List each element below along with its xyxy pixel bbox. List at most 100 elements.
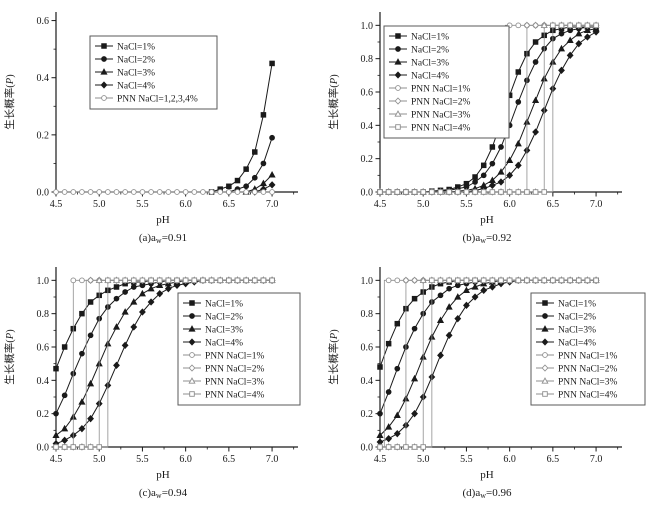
y-axis-label: 生长概率(P) (327, 74, 340, 130)
legend-entry: NaCl=1% (95, 43, 155, 53)
svg-text:0.8: 0.8 (37, 309, 50, 320)
legend-entry: NaCl=3% (183, 325, 243, 336)
series-nacl-1- (208, 60, 275, 195)
svg-text:6.0: 6.0 (503, 454, 515, 465)
legend-entry: PNN NaCl=3% (183, 377, 265, 388)
svg-text:0.4: 0.4 (361, 121, 374, 132)
legend-label: NaCl=4% (411, 72, 449, 82)
legend-label: PNN NaCl=3% (205, 378, 265, 388)
legend-label: NaCl=1% (117, 43, 155, 53)
series-pnn-nacl-4- (377, 277, 599, 450)
legend-label: NaCl=1% (411, 33, 449, 43)
legend-label: PNN NaCl=2% (558, 365, 618, 375)
x-axis-ticks: 4.5 5.0 5.5 6.0 6.5 7.0 (374, 192, 619, 210)
legend-entry: PNN NaCl=4% (183, 391, 265, 401)
svg-text:7.0: 7.0 (590, 454, 603, 465)
legend-label: NaCl=3% (558, 326, 596, 336)
chart-b: 4.5 5.0 5.5 6.0 6.5 7.0 0.0 0.2 0.4 0.6 0.8 1.0 pH 生长… (327, 12, 622, 245)
x-axis-label: pH (156, 469, 170, 481)
y-axis-ticks: 0.0 0.2 0.4 0.6 (37, 16, 56, 199)
chart-c: 4.5 5.0 5.5 6.0 6.5 7.0 0.0 0.2 0.4 0.6 0.8 1.0 pH 生长… (3, 267, 301, 500)
legend-label: PNN NaCl=1% (411, 85, 471, 95)
subplot-caption: (a)aw=0.91 (139, 232, 187, 245)
legend-label: NaCl=4% (558, 339, 596, 349)
legend-label: NaCl=1% (558, 300, 596, 310)
svg-text:7.0: 7.0 (266, 454, 279, 465)
legend-label: PNN NaCl=2% (205, 365, 265, 375)
svg-text:0.4: 0.4 (37, 73, 50, 84)
svg-text:5.0: 5.0 (93, 454, 106, 465)
legend-entry: PNN NaCl=4% (536, 391, 618, 401)
legend-label: NaCl=1% (205, 300, 243, 310)
svg-text:0.8: 0.8 (361, 54, 374, 65)
svg-text:0.2: 0.2 (37, 409, 50, 420)
svg-text:0.2: 0.2 (37, 130, 50, 141)
svg-text:7.0: 7.0 (266, 199, 279, 210)
svg-text:0.6: 0.6 (37, 343, 50, 354)
legend-entry: NaCl=2% (95, 56, 155, 66)
svg-text:5.5: 5.5 (136, 454, 149, 465)
svg-text:6.5: 6.5 (223, 199, 236, 210)
series-pnn-nacl-4- (53, 277, 275, 450)
legend-label: NaCl=3% (117, 69, 155, 79)
subplot-d: 4.5 5.0 5.5 6.0 6.5 7.0 0.0 0.2 0.4 0.6 0.8 1.0 pH 生长… (324, 255, 648, 509)
svg-text:6.0: 6.0 (179, 199, 192, 210)
x-axis-label: pH (480, 214, 494, 226)
series-pnn-nacl-1-2-3-4- (53, 189, 275, 195)
y-axis-label: 生长概率(P) (3, 329, 16, 385)
y-axis-label: 生长概率(P) (3, 74, 16, 130)
legend-label: NaCl=2% (411, 46, 449, 56)
legend-label: NaCl=2% (117, 56, 155, 66)
svg-text:7.0: 7.0 (590, 199, 603, 210)
svg-text:1.0: 1.0 (37, 276, 50, 287)
legend-label: PNN NaCl=3% (411, 111, 471, 121)
legend-entry: NaCl=3% (389, 58, 449, 69)
legend-label: NaCl=2% (558, 313, 596, 323)
legend-entry: NaCl=2% (536, 313, 596, 323)
svg-text:1.0: 1.0 (361, 21, 374, 32)
series-pnn-nacl-4- (377, 22, 599, 195)
subplot-c: 4.5 5.0 5.5 6.0 6.5 7.0 0.0 0.2 0.4 0.6 0.8 1.0 pH 生长… (0, 255, 324, 509)
legend-entry: PNN NaCl=1% (183, 352, 265, 362)
svg-text:1.0: 1.0 (361, 276, 374, 287)
y-axis-ticks: 0.0 0.2 0.4 0.6 0.8 1.0 (37, 276, 56, 454)
svg-text:6.5: 6.5 (547, 199, 560, 210)
legend-entry: NaCl=1% (183, 300, 243, 310)
svg-text:6.0: 6.0 (503, 199, 515, 210)
legend-label: NaCl=4% (205, 339, 243, 349)
legend-label: NaCl=4% (117, 82, 155, 92)
svg-text:4.5: 4.5 (374, 199, 387, 210)
svg-text:4.5: 4.5 (50, 199, 63, 210)
x-axis-label: pH (480, 469, 494, 481)
legend-entry: PNN NaCl=1% (536, 352, 618, 362)
chart-d: 4.5 5.0 5.5 6.0 6.5 7.0 0.0 0.2 0.4 0.6 0.8 1.0 pH 生长… (327, 267, 646, 500)
y-axis-ticks: 0.0 0.2 0.4 0.6 0.8 1.0 (361, 21, 380, 199)
svg-text:0.8: 0.8 (361, 309, 374, 320)
svg-text:5.0: 5.0 (417, 454, 430, 465)
legend-entry: NaCl=2% (183, 313, 243, 323)
subplot-b: 4.5 5.0 5.5 6.0 6.5 7.0 0.0 0.2 0.4 0.6 0.8 1.0 pH 生长… (324, 0, 648, 255)
legend-label: NaCl=3% (411, 59, 449, 69)
svg-text:5.0: 5.0 (417, 199, 430, 210)
legend-entry: NaCl=4% (95, 81, 155, 92)
legend: NaCl=1% NaCl=2% NaCl=3% NaCl=4% PNN NaCl=1% P… (177, 292, 301, 406)
legend-entry: NaCl=2% (389, 46, 449, 56)
legend-entry: NaCl=4% (536, 338, 596, 349)
legend-entry: PNN NaCl=2% (389, 97, 471, 108)
svg-text:5.5: 5.5 (460, 454, 473, 465)
legend-entry: PNN NaCl=3% (389, 110, 471, 121)
svg-text:0.0: 0.0 (37, 443, 50, 454)
legend-label: PNN NaCl=4% (411, 124, 471, 134)
legend-label: PNN NaCl=2% (411, 98, 471, 108)
svg-text:4.5: 4.5 (374, 454, 387, 465)
series-nacl-2- (226, 134, 275, 195)
subplot-caption: (c)aw=0.94 (139, 487, 188, 500)
svg-text:6.5: 6.5 (547, 454, 560, 465)
subplot-caption: (b)aw=0.92 (463, 232, 512, 245)
legend-label: NaCl=2% (205, 313, 243, 323)
y-axis-ticks: 0.0 0.2 0.4 0.6 0.8 1.0 (361, 276, 380, 454)
svg-text:0.0: 0.0 (361, 188, 374, 199)
legend-entry: NaCl=4% (389, 71, 449, 82)
legend: NaCl=1% NaCl=2% NaCl=3% NaCl=4% PNN NaCl=1% P… (383, 25, 510, 139)
